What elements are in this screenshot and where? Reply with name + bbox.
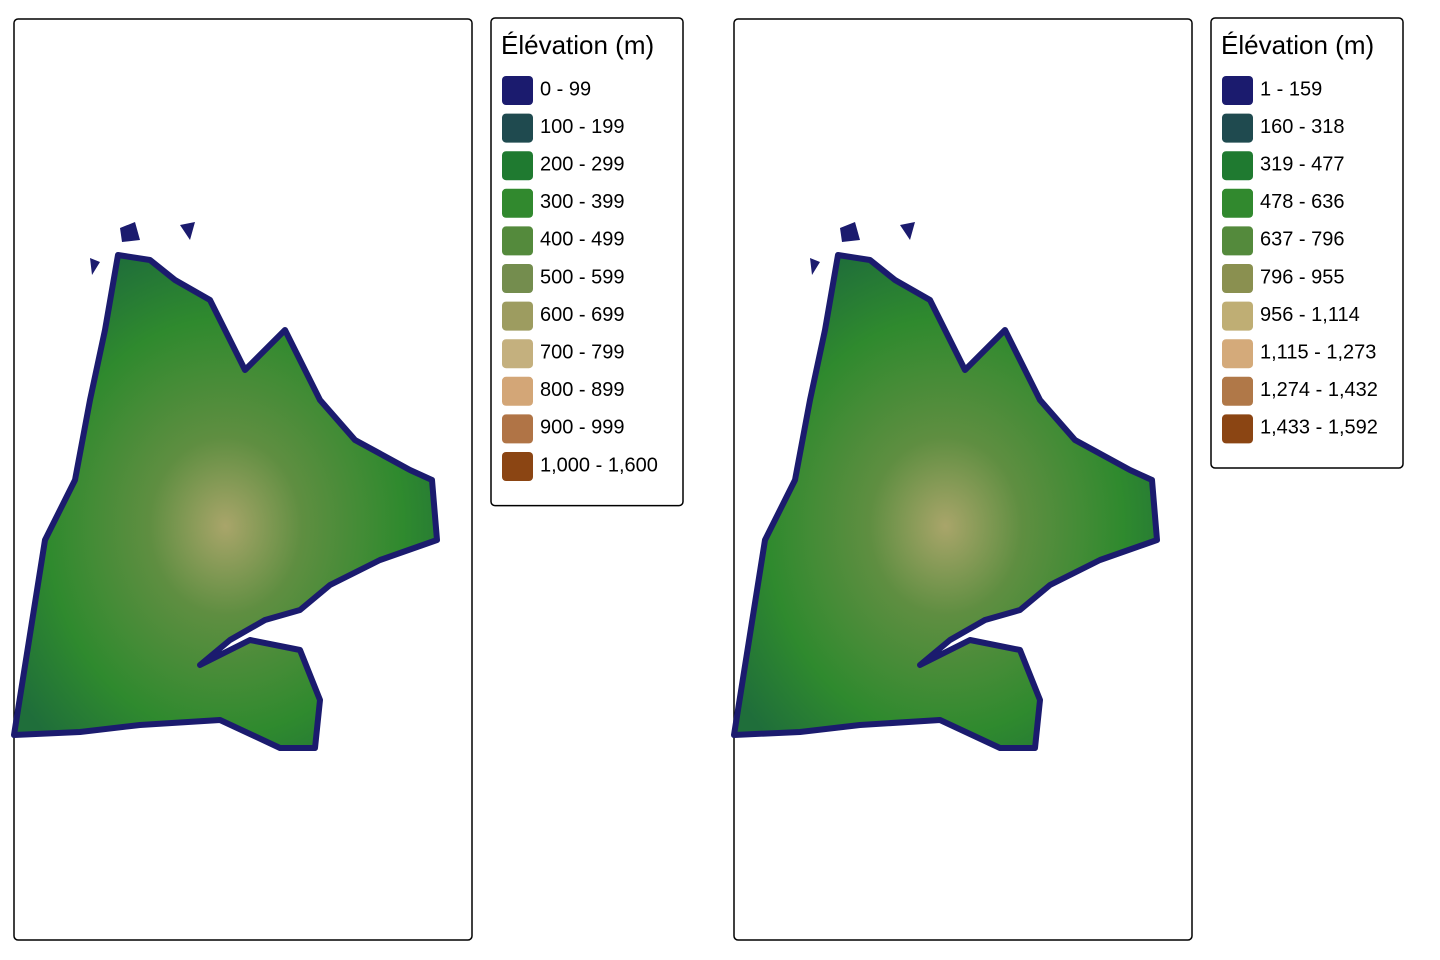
legend-swatch — [1222, 76, 1253, 105]
legend-swatch — [1222, 339, 1253, 369]
legend-swatch — [1222, 188, 1253, 218]
legend-swatch — [502, 226, 533, 256]
legend-label: 900 - 999 — [540, 417, 625, 439]
legend-swatch — [1222, 151, 1253, 181]
legend-label: 300 - 399 — [540, 191, 625, 213]
legend-label: 1,115 - 1,273 — [1260, 341, 1376, 363]
legend-label: 478 - 636 — [1260, 191, 1345, 213]
legend-swatch — [502, 264, 533, 293]
legend-swatch — [502, 376, 533, 406]
legend-label: 700 - 799 — [540, 341, 625, 363]
legend-swatch — [1222, 301, 1253, 331]
legend-title: Élévation (m) — [501, 30, 654, 60]
legend-label: 600 - 699 — [540, 304, 625, 326]
map-frame — [733, 18, 1193, 941]
legend-swatch — [1222, 226, 1253, 256]
legend-label: 319 - 477 — [1260, 153, 1345, 175]
legend-label: 100 - 199 — [540, 116, 625, 138]
legend-swatch — [502, 452, 533, 481]
legend-swatch — [502, 76, 533, 105]
legend-label: 800 - 899 — [540, 379, 625, 401]
legend-title: Élévation (m) — [1221, 30, 1374, 60]
legend-swatch — [502, 188, 533, 218]
legend-label: 160 - 318 — [1260, 116, 1345, 138]
legend-label: 400 - 499 — [540, 229, 625, 251]
legend-label: 956 - 1,114 — [1260, 304, 1360, 326]
legend-label: 1,274 - 1,432 — [1260, 379, 1378, 401]
legend-label: 1,433 - 1,592 — [1260, 417, 1378, 439]
legend-label: 500 - 599 — [540, 266, 625, 288]
map-raster — [734, 222, 1157, 748]
legend-label: 200 - 299 — [540, 153, 625, 175]
legend-swatch — [1222, 113, 1253, 143]
legend-swatch — [1222, 376, 1253, 406]
map-frame — [13, 18, 473, 941]
legend-label: 1,000 - 1,600 — [540, 454, 658, 476]
legend-swatch — [502, 414, 533, 444]
legend-swatch — [502, 339, 533, 369]
legend-box — [1210, 17, 1404, 469]
legend-swatch — [502, 301, 533, 331]
legend-box — [490, 17, 684, 507]
map-raster — [14, 222, 437, 748]
legend-label: 1 - 159 — [1260, 78, 1322, 100]
legend-swatch — [1222, 414, 1253, 444]
legend-swatch — [502, 113, 533, 143]
legend-label: 637 - 796 — [1260, 229, 1345, 251]
legend-label: 796 - 955 — [1260, 266, 1345, 288]
legend-label: 0 - 99 — [540, 78, 591, 100]
legend-swatch — [1222, 264, 1253, 293]
legend-swatch — [502, 151, 533, 181]
